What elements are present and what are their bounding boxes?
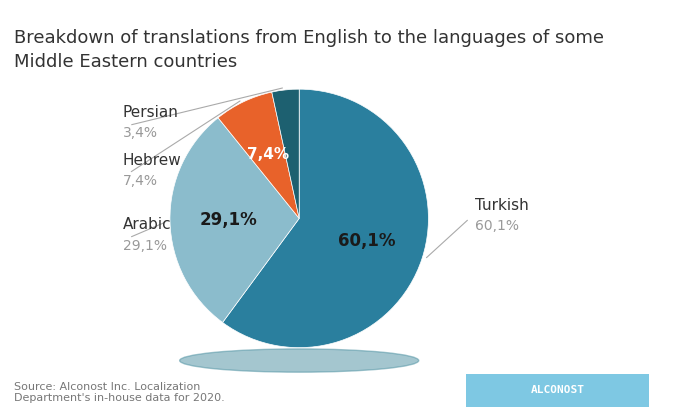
Text: 7,4%: 7,4% (248, 147, 290, 162)
Wedge shape (218, 92, 299, 218)
Text: 7,4%: 7,4% (123, 174, 158, 188)
Text: Persian: Persian (123, 105, 179, 120)
Text: Breakdown of translations from English to the languages of some
Middle Eastern c: Breakdown of translations from English t… (14, 29, 604, 71)
Text: Hebrew: Hebrew (123, 153, 182, 168)
Text: 60,1%: 60,1% (475, 219, 520, 233)
FancyBboxPatch shape (466, 374, 649, 407)
Wedge shape (170, 118, 299, 323)
Wedge shape (222, 89, 428, 348)
Wedge shape (272, 89, 299, 218)
Ellipse shape (180, 349, 419, 372)
Text: 3,4%: 3,4% (123, 126, 158, 140)
Text: Turkish: Turkish (475, 198, 529, 213)
Text: 29,1%: 29,1% (199, 211, 257, 229)
Text: 29,1%: 29,1% (123, 239, 167, 252)
Text: Arabic: Arabic (123, 218, 171, 232)
Text: ALCONOST: ALCONOST (530, 385, 585, 395)
Text: 60,1%: 60,1% (338, 231, 396, 249)
Text: Source: Alconost Inc. Localization
Department's in-house data for 2020.: Source: Alconost Inc. Localization Depar… (14, 382, 224, 403)
